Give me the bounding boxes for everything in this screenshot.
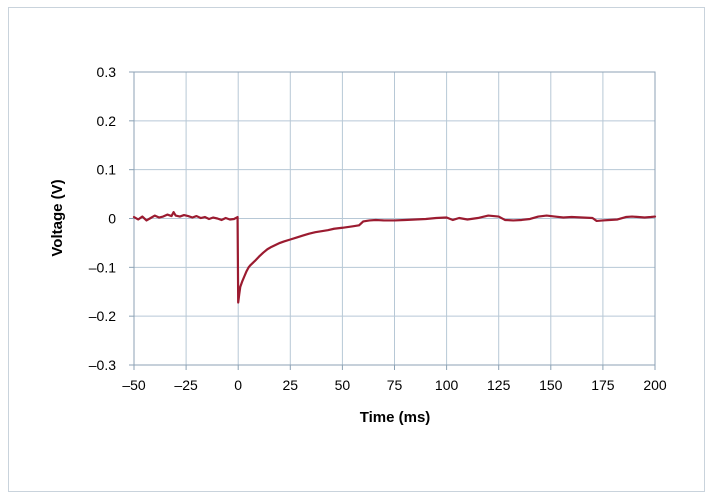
plot-area-frame [133,71,656,366]
x-tick-label: 100 [435,377,459,393]
voltage-series-line [132,211,657,304]
x-tick-label: 175 [591,377,615,393]
x-tick-label: –50 [122,377,146,393]
x-tick-label: 75 [387,377,403,393]
y-tick-label: 0 [108,211,116,227]
y-tick-label: –0.2 [89,308,116,324]
x-tick-label: 200 [643,377,667,393]
y-tick-label: 0.2 [97,113,117,129]
x-tick-label: 125 [487,377,511,393]
x-tick-label: 50 [335,377,351,393]
x-tick-label: –25 [174,377,198,393]
x-axis-title: Time (ms) [360,409,431,426]
chart-frame [8,7,705,492]
x-tick-label: 25 [283,377,299,393]
y-tick-label: –0.3 [89,357,116,373]
y-tick-label: 0.3 [97,64,117,80]
plot-area-border [133,71,656,366]
y-tick-label: –0.1 [89,259,116,275]
x-tick-label: 150 [539,377,563,393]
y-tick-labels: 0.3 0.2 0.1 0 –0.1 –0.2 –0.3 [89,64,116,373]
x-tick-label: 0 [234,377,242,393]
series-layer [132,211,657,304]
x-tick-labels: –50 –25 0 25 50 75 100 125 150 175 200 [122,377,667,393]
y-tick-label: 0.1 [97,162,117,178]
y-axis-title: Voltage (V) [49,179,66,256]
